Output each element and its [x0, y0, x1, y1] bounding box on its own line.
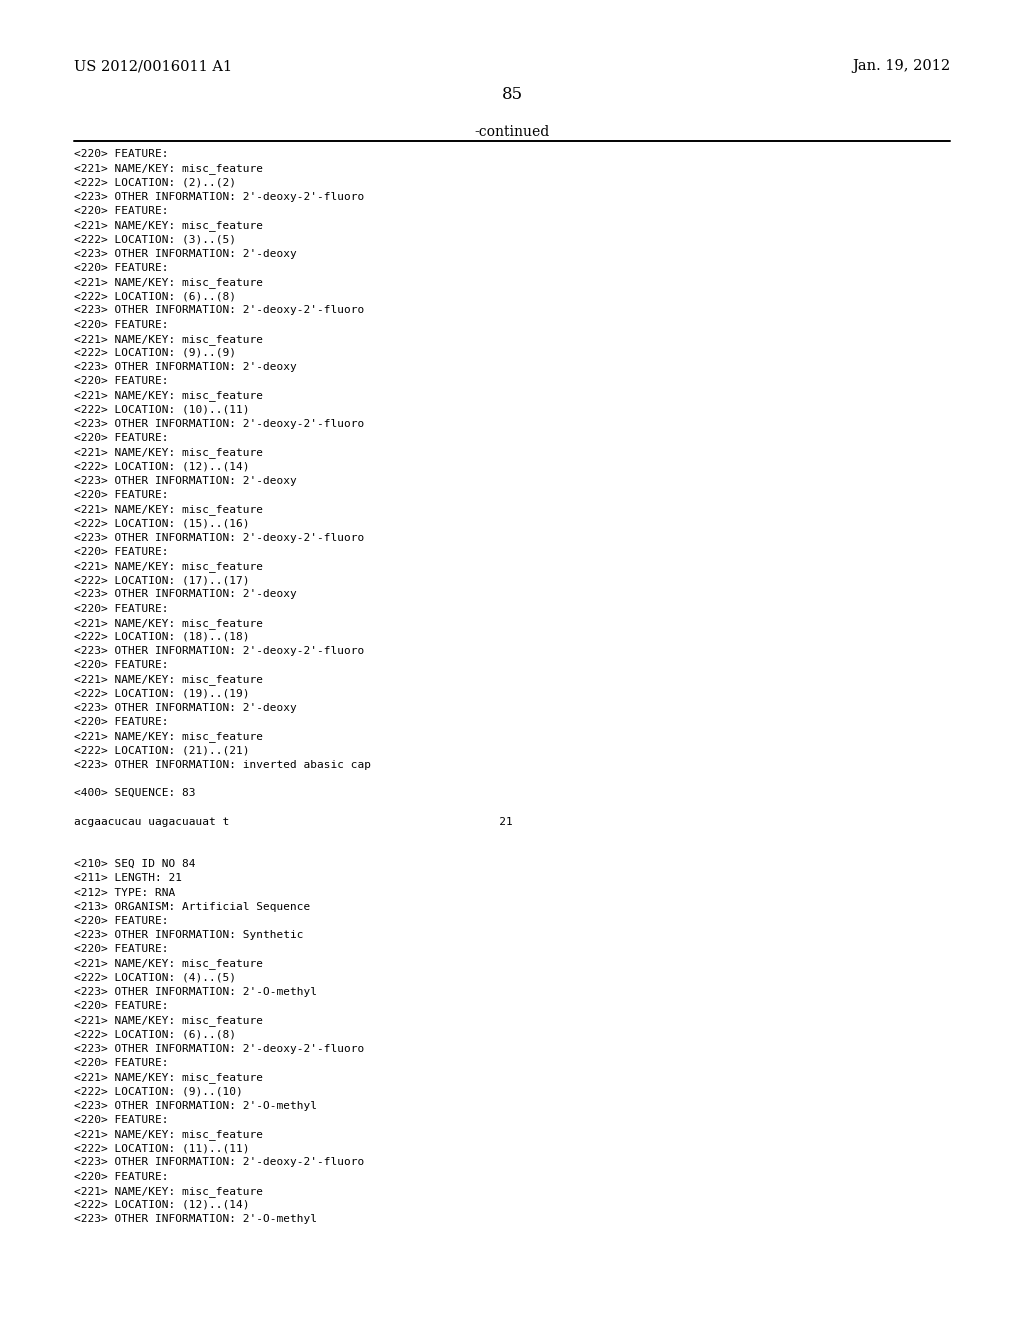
Text: <221> NAME/KEY: misc_feature: <221> NAME/KEY: misc_feature	[74, 447, 263, 458]
Text: <222> LOCATION: (12)..(14): <222> LOCATION: (12)..(14)	[74, 1200, 249, 1210]
Text: <220> FEATURE:: <220> FEATURE:	[74, 660, 168, 671]
Text: <221> NAME/KEY: misc_feature: <221> NAME/KEY: misc_feature	[74, 618, 263, 628]
Text: <223> OTHER INFORMATION: 2'-O-methyl: <223> OTHER INFORMATION: 2'-O-methyl	[74, 1101, 316, 1110]
Text: <222> LOCATION: (21)..(21): <222> LOCATION: (21)..(21)	[74, 746, 249, 755]
Text: <222> LOCATION: (19)..(19): <222> LOCATION: (19)..(19)	[74, 689, 249, 698]
Text: <220> FEATURE:: <220> FEATURE:	[74, 546, 168, 557]
Text: <221> NAME/KEY: misc_feature: <221> NAME/KEY: misc_feature	[74, 334, 263, 345]
Text: <220> FEATURE:: <220> FEATURE:	[74, 1115, 168, 1125]
Text: <213> ORGANISM: Artificial Sequence: <213> ORGANISM: Artificial Sequence	[74, 902, 310, 912]
Text: <221> NAME/KEY: misc_feature: <221> NAME/KEY: misc_feature	[74, 504, 263, 515]
Text: <220> FEATURE:: <220> FEATURE:	[74, 319, 168, 330]
Text: <212> TYPE: RNA: <212> TYPE: RNA	[74, 887, 175, 898]
Text: <221> NAME/KEY: misc_feature: <221> NAME/KEY: misc_feature	[74, 391, 263, 401]
Text: <223> OTHER INFORMATION: 2'-deoxy-2'-fluoro: <223> OTHER INFORMATION: 2'-deoxy-2'-flu…	[74, 1158, 364, 1167]
Text: <222> LOCATION: (9)..(9): <222> LOCATION: (9)..(9)	[74, 348, 236, 358]
Text: <223> OTHER INFORMATION: 2'-deoxy: <223> OTHER INFORMATION: 2'-deoxy	[74, 704, 297, 713]
Text: <222> LOCATION: (15)..(16): <222> LOCATION: (15)..(16)	[74, 519, 249, 528]
Text: <222> LOCATION: (2)..(2): <222> LOCATION: (2)..(2)	[74, 178, 236, 187]
Text: <221> NAME/KEY: misc_feature: <221> NAME/KEY: misc_feature	[74, 1129, 263, 1140]
Text: <220> FEATURE:: <220> FEATURE:	[74, 1172, 168, 1181]
Text: <223> OTHER INFORMATION: 2'-deoxy-2'-fluoro: <223> OTHER INFORMATION: 2'-deoxy-2'-flu…	[74, 1044, 364, 1053]
Text: 85: 85	[502, 86, 522, 103]
Text: <400> SEQUENCE: 83: <400> SEQUENCE: 83	[74, 788, 196, 799]
Text: <222> LOCATION: (6)..(8): <222> LOCATION: (6)..(8)	[74, 292, 236, 301]
Text: <223> OTHER INFORMATION: 2'-deoxy-2'-fluoro: <223> OTHER INFORMATION: 2'-deoxy-2'-flu…	[74, 647, 364, 656]
Text: US 2012/0016011 A1: US 2012/0016011 A1	[74, 59, 231, 74]
Text: <223> OTHER INFORMATION: 2'-deoxy-2'-fluoro: <223> OTHER INFORMATION: 2'-deoxy-2'-flu…	[74, 191, 364, 202]
Text: <223> OTHER INFORMATION: 2'-deoxy-2'-fluoro: <223> OTHER INFORMATION: 2'-deoxy-2'-flu…	[74, 305, 364, 315]
Text: <221> NAME/KEY: misc_feature: <221> NAME/KEY: misc_feature	[74, 277, 263, 288]
Text: <221> NAME/KEY: misc_feature: <221> NAME/KEY: misc_feature	[74, 561, 263, 572]
Text: <222> LOCATION: (6)..(8): <222> LOCATION: (6)..(8)	[74, 1030, 236, 1040]
Text: acgaacucau uagacuauat t                                        21: acgaacucau uagacuauat t 21	[74, 817, 512, 826]
Text: <220> FEATURE:: <220> FEATURE:	[74, 1057, 168, 1068]
Text: <221> NAME/KEY: misc_feature: <221> NAME/KEY: misc_feature	[74, 164, 263, 174]
Text: <223> OTHER INFORMATION: 2'-O-methyl: <223> OTHER INFORMATION: 2'-O-methyl	[74, 1214, 316, 1224]
Text: <223> OTHER INFORMATION: Synthetic: <223> OTHER INFORMATION: Synthetic	[74, 931, 303, 940]
Text: <220> FEATURE:: <220> FEATURE:	[74, 263, 168, 273]
Text: <222> LOCATION: (17)..(17): <222> LOCATION: (17)..(17)	[74, 576, 249, 585]
Text: <221> NAME/KEY: misc_feature: <221> NAME/KEY: misc_feature	[74, 958, 263, 969]
Text: <220> FEATURE:: <220> FEATURE:	[74, 376, 168, 387]
Text: <223> OTHER INFORMATION: 2'-deoxy-2'-fluoro: <223> OTHER INFORMATION: 2'-deoxy-2'-flu…	[74, 532, 364, 543]
Text: <223> OTHER INFORMATION: 2'-deoxy: <223> OTHER INFORMATION: 2'-deoxy	[74, 248, 297, 259]
Text: <221> NAME/KEY: misc_feature: <221> NAME/KEY: misc_feature	[74, 220, 263, 231]
Text: <221> NAME/KEY: misc_feature: <221> NAME/KEY: misc_feature	[74, 675, 263, 685]
Text: <223> OTHER INFORMATION: 2'-deoxy: <223> OTHER INFORMATION: 2'-deoxy	[74, 589, 297, 599]
Text: <223> OTHER INFORMATION: 2'-deoxy: <223> OTHER INFORMATION: 2'-deoxy	[74, 362, 297, 372]
Text: <220> FEATURE:: <220> FEATURE:	[74, 916, 168, 925]
Text: <220> FEATURE:: <220> FEATURE:	[74, 603, 168, 614]
Text: <221> NAME/KEY: misc_feature: <221> NAME/KEY: misc_feature	[74, 731, 263, 742]
Text: <223> OTHER INFORMATION: 2'-O-methyl: <223> OTHER INFORMATION: 2'-O-methyl	[74, 987, 316, 997]
Text: <221> NAME/KEY: misc_feature: <221> NAME/KEY: misc_feature	[74, 1015, 263, 1026]
Text: <222> LOCATION: (9)..(10): <222> LOCATION: (9)..(10)	[74, 1086, 243, 1097]
Text: <222> LOCATION: (12)..(14): <222> LOCATION: (12)..(14)	[74, 462, 249, 471]
Text: <223> OTHER INFORMATION: inverted abasic cap: <223> OTHER INFORMATION: inverted abasic…	[74, 760, 371, 770]
Text: <220> FEATURE:: <220> FEATURE:	[74, 944, 168, 954]
Text: <220> FEATURE:: <220> FEATURE:	[74, 1001, 168, 1011]
Text: <222> LOCATION: (11)..(11): <222> LOCATION: (11)..(11)	[74, 1143, 249, 1154]
Text: <211> LENGTH: 21: <211> LENGTH: 21	[74, 874, 181, 883]
Text: <221> NAME/KEY: misc_feature: <221> NAME/KEY: misc_feature	[74, 1072, 263, 1084]
Text: <220> FEATURE:: <220> FEATURE:	[74, 433, 168, 444]
Text: <220> FEATURE:: <220> FEATURE:	[74, 206, 168, 216]
Text: -continued: -continued	[474, 125, 550, 140]
Text: <220> FEATURE:: <220> FEATURE:	[74, 717, 168, 727]
Text: <220> FEATURE:: <220> FEATURE:	[74, 490, 168, 500]
Text: <223> OTHER INFORMATION: 2'-deoxy-2'-fluoro: <223> OTHER INFORMATION: 2'-deoxy-2'-flu…	[74, 418, 364, 429]
Text: Jan. 19, 2012: Jan. 19, 2012	[852, 59, 950, 74]
Text: <222> LOCATION: (3)..(5): <222> LOCATION: (3)..(5)	[74, 235, 236, 244]
Text: <223> OTHER INFORMATION: 2'-deoxy: <223> OTHER INFORMATION: 2'-deoxy	[74, 475, 297, 486]
Text: <222> LOCATION: (4)..(5): <222> LOCATION: (4)..(5)	[74, 973, 236, 983]
Text: <220> FEATURE:: <220> FEATURE:	[74, 149, 168, 160]
Text: <210> SEQ ID NO 84: <210> SEQ ID NO 84	[74, 859, 196, 869]
Text: <222> LOCATION: (10)..(11): <222> LOCATION: (10)..(11)	[74, 405, 249, 414]
Text: <221> NAME/KEY: misc_feature: <221> NAME/KEY: misc_feature	[74, 1185, 263, 1197]
Text: <222> LOCATION: (18)..(18): <222> LOCATION: (18)..(18)	[74, 632, 249, 642]
